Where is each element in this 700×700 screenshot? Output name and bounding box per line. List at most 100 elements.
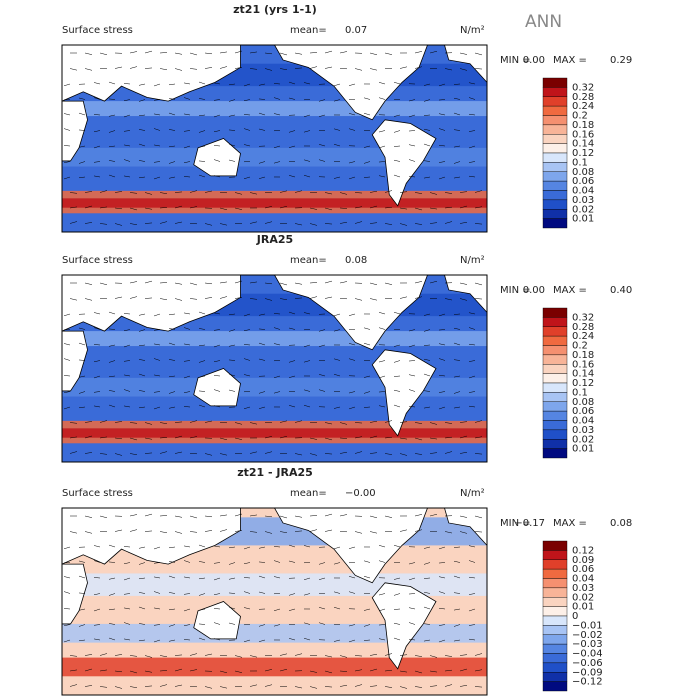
wind-vector <box>393 577 401 580</box>
wind-vector <box>378 175 386 178</box>
wind-vector <box>168 608 176 611</box>
wind-vector <box>93 360 101 363</box>
wind-vector <box>183 375 191 379</box>
wind-vector <box>63 128 71 131</box>
wind-vector <box>183 545 191 548</box>
wind-vector <box>309 453 318 456</box>
wind-vector <box>138 129 146 131</box>
wind-vector <box>363 375 371 378</box>
colorbar-swatch <box>542 335 568 346</box>
wind-vector <box>423 128 431 131</box>
wind-vector <box>363 112 371 116</box>
min-value: 0.00 <box>523 55 545 66</box>
wind-vector <box>309 207 318 210</box>
wind-vector <box>258 546 266 549</box>
wind-vector <box>93 344 101 346</box>
wind-vector <box>183 343 191 346</box>
wind-vector <box>69 298 78 301</box>
wind-vector <box>258 98 266 100</box>
wind-vector <box>198 81 206 85</box>
wind-vector <box>348 591 356 594</box>
wind-vector <box>123 405 131 408</box>
wind-vector <box>228 159 236 162</box>
wind-vector <box>243 144 251 147</box>
wind-vector <box>129 296 138 299</box>
wind-vector <box>414 514 423 517</box>
wind-vector <box>393 622 401 625</box>
wind-vector <box>234 280 243 284</box>
wind-vector <box>369 282 378 286</box>
map-frame <box>61 274 488 463</box>
wind-vector <box>273 546 281 548</box>
wind-vector <box>99 436 108 439</box>
wind-vector <box>468 312 476 315</box>
wind-vector <box>183 576 191 579</box>
wind-vector <box>123 360 131 362</box>
wind-vector <box>168 406 176 409</box>
wind-vector <box>414 296 423 299</box>
wind-vector <box>249 422 258 425</box>
wind-vector <box>108 375 116 378</box>
wind-vector <box>393 81 401 85</box>
wind-vector <box>243 114 251 116</box>
wind-vector <box>369 420 378 423</box>
colorbar-swatch <box>542 345 568 356</box>
wind-vector <box>453 161 461 164</box>
wind-vector <box>168 359 176 361</box>
continent <box>193 368 241 407</box>
wind-vector <box>408 405 416 408</box>
wind-vector <box>153 374 161 377</box>
wind-vector <box>183 312 191 315</box>
wind-vector <box>348 128 356 131</box>
wind-vector <box>468 405 476 408</box>
wind-vector <box>78 406 86 409</box>
wind-vector <box>303 545 311 548</box>
stress-band <box>62 428 487 438</box>
wind-vector <box>363 391 371 394</box>
wind-vector <box>363 608 371 611</box>
colorbar-swatch <box>542 448 568 459</box>
wind-vector <box>414 437 423 441</box>
colorbar-swatch <box>542 218 568 229</box>
wind-vector <box>168 391 176 394</box>
wind-vector <box>339 437 348 439</box>
subtitle: Surface stress <box>62 25 133 36</box>
wind-vector <box>63 639 71 643</box>
wind-vector <box>423 329 431 332</box>
wind-vector <box>228 143 236 147</box>
wind-vector <box>429 685 438 687</box>
wind-vector <box>78 375 86 378</box>
wind-vector <box>243 344 251 346</box>
wind-vector <box>84 222 93 224</box>
wind-vector <box>228 313 236 316</box>
wind-vector <box>453 97 461 100</box>
wind-vector <box>363 97 371 100</box>
colorbar-label: 0.14 <box>572 139 594 150</box>
wind-vector <box>183 360 191 362</box>
wind-vector <box>339 192 348 195</box>
wind-vector <box>153 576 161 579</box>
wind-vector <box>219 437 228 441</box>
wind-vector <box>69 206 78 209</box>
colorbar-swatch <box>542 681 568 692</box>
wind-vector <box>423 406 431 409</box>
wind-vector <box>408 562 416 565</box>
wind-vector <box>438 144 446 147</box>
wind-vector <box>78 161 86 164</box>
colorbar-label: −0.12 <box>572 677 603 688</box>
wind-vector <box>333 591 341 594</box>
wind-vector <box>438 113 446 116</box>
wind-vector <box>243 329 251 332</box>
wind-vector <box>333 143 341 147</box>
wind-vector <box>99 420 108 423</box>
wind-vector <box>138 329 146 332</box>
continent <box>371 582 437 670</box>
wind-vector <box>153 128 161 131</box>
wind-vector <box>129 670 138 674</box>
wind-vector <box>273 97 281 100</box>
wind-vector <box>108 114 116 117</box>
wind-vector <box>78 97 86 100</box>
wind-vector <box>243 406 251 410</box>
wind-vector <box>198 608 206 611</box>
